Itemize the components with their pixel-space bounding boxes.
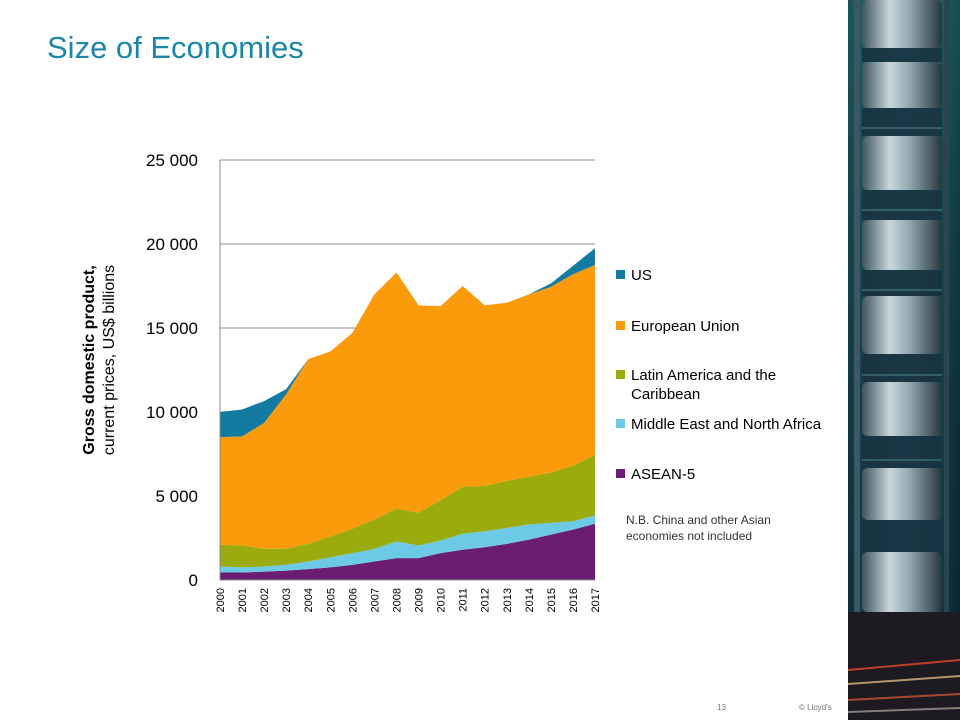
y-tick-label: 20 000 [146, 235, 198, 254]
x-tick-label: 2006 [347, 588, 359, 612]
x-tick-label: 2001 [237, 588, 249, 612]
x-tick-label: 2009 [414, 588, 426, 612]
label-layer: 0 5 000 10 000 15 000 20 000 25 000 2000 2001 20… [81, 151, 602, 612]
x-tick-label: 2012 [480, 588, 492, 612]
x-tick-label: 2016 [568, 588, 580, 612]
x-tick-label: 2013 [502, 588, 514, 612]
y-tick-label: 5 000 [155, 487, 198, 506]
x-tick-label: 2005 [325, 588, 337, 612]
legend-item-us: US [616, 266, 841, 285]
legend-label-eu: European Union [631, 318, 740, 335]
legend-swatch-eu [616, 321, 625, 330]
legend-swatch-mena [616, 419, 625, 428]
area-layer [220, 248, 595, 580]
architecture-photo [848, 0, 960, 720]
x-tick-label: 2017 [590, 588, 602, 612]
legend-label-us: US [631, 267, 652, 284]
legend-swatch-latam [616, 370, 625, 379]
chart-area: 0 5 000 10 000 15 000 20 000 25 000 2000 2001 20… [60, 140, 620, 640]
y-tick-label: 0 [189, 571, 198, 590]
area-series-asean-5 [220, 523, 595, 580]
y-axis-title-bold: Gross domestic product, [81, 265, 98, 454]
legend-label-mena: Middle East and North Africa [631, 416, 822, 433]
copyright: © Lloyd's [799, 703, 832, 712]
x-tick-label: 2000 [215, 588, 227, 612]
x-tick-label: 2015 [546, 588, 558, 612]
area-series-us [220, 248, 595, 438]
legend-item-asean: ASEAN-5 [616, 465, 841, 484]
slide-title: Size of Economies [47, 30, 304, 65]
y-tick-label: 15 000 [146, 319, 198, 338]
area-series-european-union [220, 265, 595, 549]
legend-item-eu: European Union [616, 317, 841, 336]
x-tick-label: 2008 [391, 588, 403, 612]
x-tick-label: 2004 [303, 588, 315, 612]
legend-item-latam: Latin America and the Caribbean [616, 366, 841, 404]
x-tick-label: 2014 [524, 588, 536, 612]
x-tick-label: 2007 [369, 588, 381, 612]
x-tick-label: 2010 [436, 588, 448, 612]
legend-label-asean: ASEAN-5 [631, 466, 696, 483]
legend-swatch-us [616, 270, 625, 279]
building-photo-illustration [848, 0, 960, 720]
y-tick-label: 10 000 [146, 403, 198, 422]
legend-label-latam: Latin America and the Caribbean [631, 367, 777, 403]
legend-swatch-asean [616, 469, 625, 478]
x-tick-label: 2003 [281, 588, 293, 612]
legend-item-mena: Middle East and North Africa [616, 415, 841, 434]
chart-note: N.B. China and other Asian economies not… [626, 513, 771, 543]
chart-svg: 0 5 000 10 000 15 000 20 000 25 000 2000 2001 20… [81, 151, 602, 612]
area-series-middle-east-and-north-africa [220, 515, 595, 573]
y-tick-label: 25 000 [146, 151, 198, 170]
x-tick-label: 2002 [259, 588, 271, 612]
page-number: 13 [717, 703, 726, 712]
y-axis-title-rest: current prices, US$ billions [101, 265, 118, 455]
area-series-latin-america-and-the-caribbean [220, 454, 595, 568]
x-tick-label: 2011 [458, 588, 470, 612]
axis-layer [219, 160, 595, 581]
